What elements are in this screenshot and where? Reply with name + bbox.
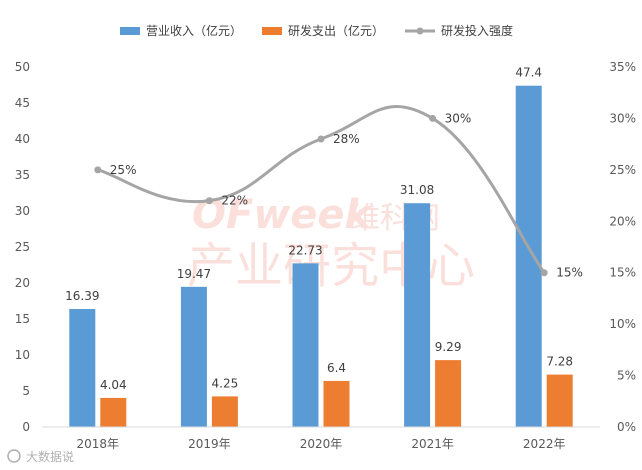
corner-watermark-icon <box>7 449 21 463</box>
intensity-line <box>94 105 548 277</box>
intensity-data-label: 25% <box>110 163 137 177</box>
revenue-data-label: 19.47 <box>177 267 211 281</box>
bars <box>69 85 573 427</box>
revenue-data-label: 16.39 <box>65 289 99 303</box>
rd-data-label: 4.25 <box>212 376 239 390</box>
right-tick-label: 20% <box>609 214 636 228</box>
x-tick-label: 2018年 <box>77 437 120 451</box>
rd-data-label: 4.04 <box>100 378 127 392</box>
intensity-point <box>317 135 325 143</box>
rd-data-label: 7.28 <box>546 355 573 369</box>
intensity-point <box>540 269 548 277</box>
right-tick-label: 5% <box>617 369 636 383</box>
left-tick-label: 50 <box>15 60 30 74</box>
left-tick-label: 0 <box>22 420 30 434</box>
left-tick-label: 40 <box>15 132 30 146</box>
data-labels: 16.39 4.04 19.47 4.25 22.73 6.4 31.08 9.29 47.4 7… <box>65 66 583 392</box>
legend-label-revenue: 营业收入（亿元） <box>146 23 242 38</box>
left-axis-ticks: 0 5 10 15 20 25 30 35 40 45 50 <box>15 60 30 434</box>
watermark-center-text: 产业研究中心 <box>187 238 475 294</box>
revenue-data-label: 22.73 <box>288 243 322 257</box>
rd-bar <box>435 360 462 427</box>
right-tick-label: 10% <box>609 317 636 331</box>
left-tick-label: 35 <box>15 168 30 182</box>
revenue-bar <box>404 203 431 427</box>
watermark-logo-latin: OFweek <box>192 192 374 238</box>
right-tick-label: 15% <box>609 266 636 280</box>
intensity-data-label: 22% <box>221 194 248 208</box>
left-tick-label: 20 <box>15 276 30 290</box>
revenue-data-label: 47.4 <box>515 66 542 80</box>
left-tick-label: 45 <box>15 96 30 110</box>
revenue-bar <box>515 85 542 427</box>
left-tick-label: 15 <box>15 312 30 326</box>
intensity-data-label: 28% <box>333 132 360 146</box>
legend-marker-intensity <box>416 27 424 35</box>
right-tick-label: 35% <box>609 60 636 74</box>
rd-bar <box>100 397 127 427</box>
revenue-bar <box>69 308 96 427</box>
rd-bar <box>323 380 350 427</box>
x-tick-label: 2022年 <box>523 437 566 451</box>
x-tick-label: 2021年 <box>411 437 454 451</box>
legend-swatch-rd <box>262 27 282 35</box>
intensity-point <box>205 197 213 205</box>
right-axis-ticks: 0% 5% 10% 15% 20% 25% 30% 35% <box>609 60 636 434</box>
right-tick-label: 25% <box>609 163 636 177</box>
intensity-data-label: 15% <box>556 266 583 280</box>
left-tick-label: 10 <box>15 348 30 362</box>
corner-watermark-text: 大数据说 <box>26 449 74 464</box>
legend-label-intensity: 研发投入强度 <box>441 23 513 38</box>
revenue-bar <box>180 286 207 427</box>
intensity-point <box>429 114 437 122</box>
rd-bar <box>211 396 238 427</box>
rd-data-label: 6.4 <box>327 361 346 375</box>
x-tick-label: 2019年 <box>188 437 231 451</box>
rd-bar <box>546 374 573 427</box>
legend-swatch-revenue <box>120 27 140 35</box>
intensity-data-label: 30% <box>445 111 472 125</box>
x-tick-label: 2020年 <box>300 437 343 451</box>
corner-watermark: 大数据说 <box>7 449 74 464</box>
legend: 营业收入（亿元） 研发支出（亿元） 研发投入强度 <box>120 23 513 38</box>
right-tick-label: 0% <box>617 420 636 434</box>
left-tick-label: 30 <box>15 204 30 218</box>
rd-data-label: 9.29 <box>435 340 462 354</box>
left-tick-label: 5 <box>22 384 30 398</box>
left-tick-label: 25 <box>15 240 30 254</box>
x-axis-ticks: 2018年 2019年 2020年 2021年 2022年 <box>77 437 566 451</box>
revenue-data-label: 31.08 <box>400 183 434 197</box>
intensity-line-path <box>97 105 546 274</box>
revenue-bar <box>292 263 319 427</box>
right-tick-label: 30% <box>609 111 636 125</box>
legend-label-rd: 研发支出（亿元） <box>288 23 384 38</box>
intensity-point <box>94 166 102 174</box>
